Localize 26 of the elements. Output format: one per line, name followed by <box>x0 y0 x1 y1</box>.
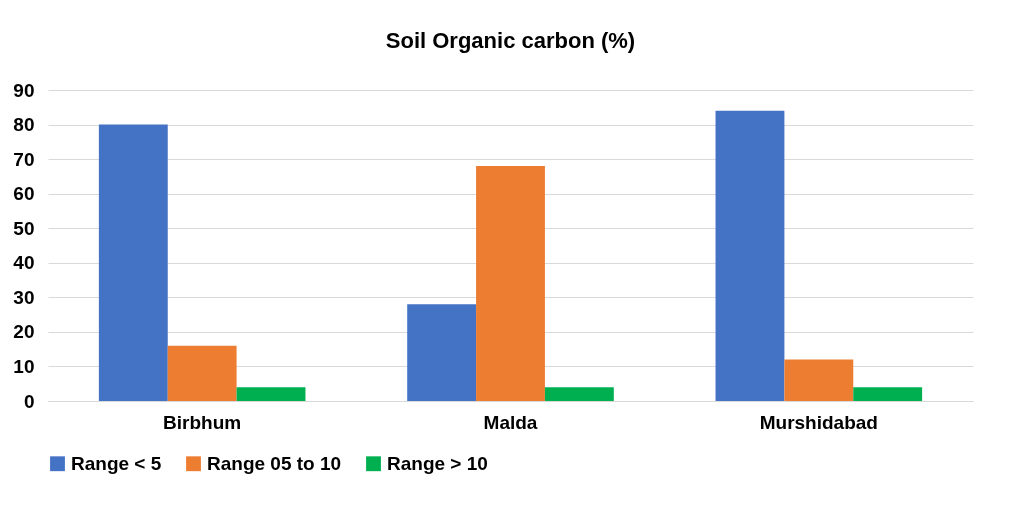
legend-label: Range > 10 <box>387 452 488 474</box>
y-tick-label: 80 <box>13 114 35 136</box>
bar <box>476 166 545 401</box>
legend-label: Range < 5 <box>71 452 162 474</box>
bar <box>853 387 923 401</box>
bar <box>544 387 614 401</box>
y-tick-label: 10 <box>13 355 35 377</box>
y-tick-label: 30 <box>13 286 35 308</box>
bar <box>167 345 237 401</box>
y-tick-label: 60 <box>13 183 35 205</box>
x-tick-label: Malda <box>483 411 538 433</box>
y-tick-label: 0 <box>23 390 35 412</box>
x-tick-label: Murshidabad <box>759 411 878 433</box>
legend-label: Range 05 to 10 <box>207 452 342 474</box>
chart-title: Soil Organic carbon (%) <box>385 28 636 53</box>
y-tick-label: 50 <box>13 217 35 239</box>
bar <box>715 110 785 401</box>
y-tick-label: 90 <box>13 79 35 101</box>
bar <box>407 304 477 401</box>
y-tick-label: 40 <box>13 252 35 274</box>
bar <box>784 359 854 401</box>
bar <box>98 124 168 401</box>
y-tick-label: 70 <box>13 148 35 170</box>
x-tick-label: Birbhum <box>163 411 242 433</box>
y-tick-label: 20 <box>13 321 35 343</box>
bar <box>236 387 306 401</box>
